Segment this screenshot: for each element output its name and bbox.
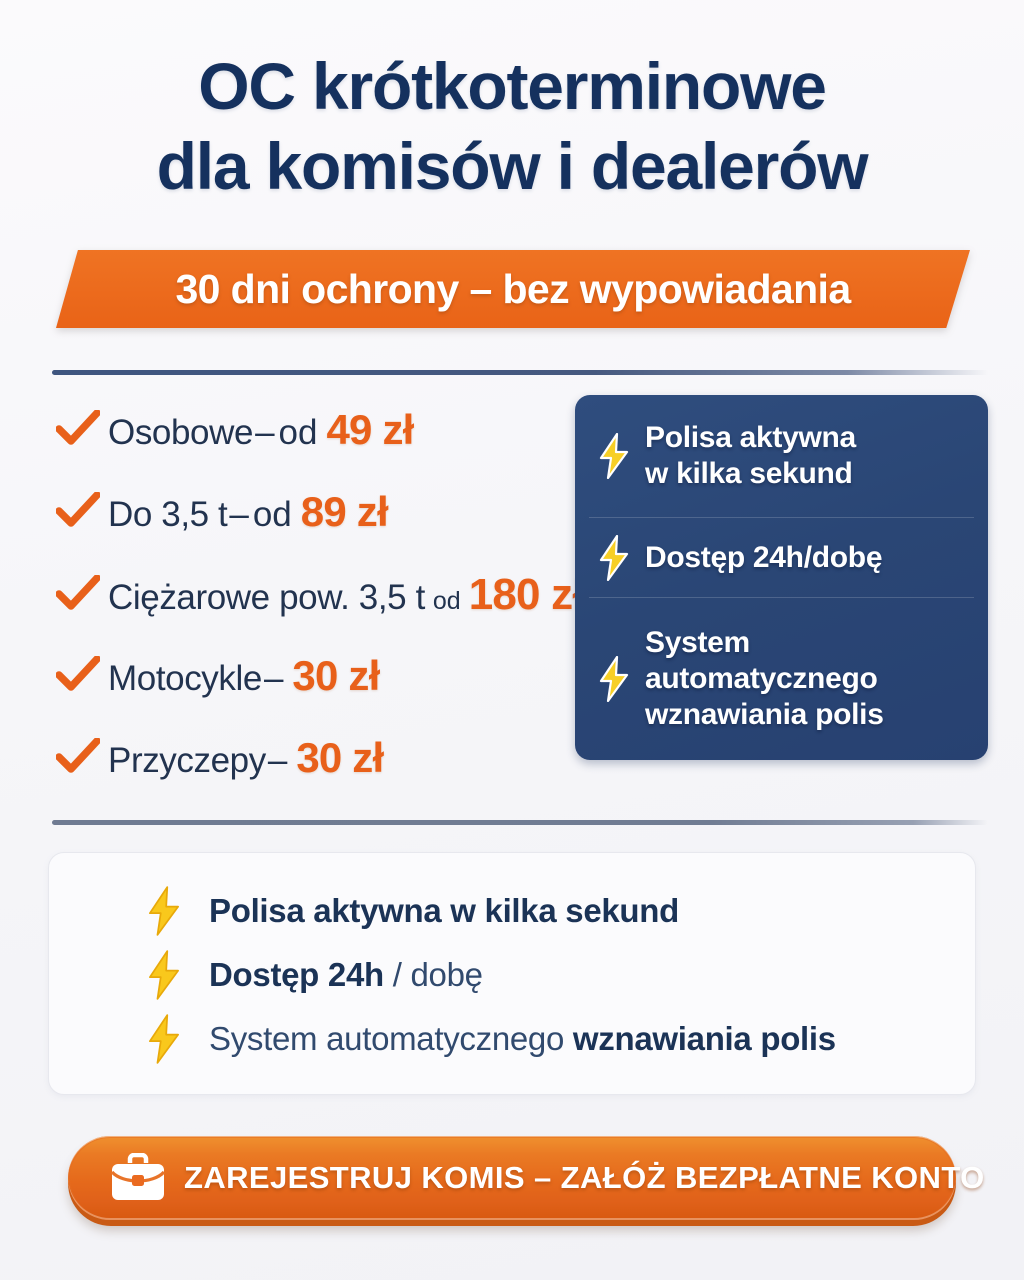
price-row: Do 3,5 t – od 89 zł: [56, 488, 566, 570]
feature-regular: System automatycznego: [209, 1020, 573, 1057]
price-row: Motocykle – 30 zł: [56, 652, 566, 734]
price-separator: –: [229, 495, 249, 534]
lightning-bolt-icon: [591, 656, 637, 702]
benefit-item: System automatycznego wznawiania polis: [589, 597, 974, 760]
price-value: 30 zł: [292, 652, 380, 699]
feature-item: System automatycznego wznawiania polis: [145, 1007, 975, 1071]
price-separator: –: [263, 659, 284, 698]
benefit-text: Dostęp 24h/dobę: [645, 540, 883, 576]
benefit-item: Dostęp 24h/dobę: [589, 517, 974, 597]
promo-ribbon-shape: 30 dni ochrony – bez wypowiadania: [56, 250, 970, 328]
price-label: Motocykle: [108, 659, 262, 698]
benefit-text: System automatycznego wznawiania polis: [645, 625, 884, 733]
price-label: Przyczepy: [108, 741, 266, 780]
price-od: od: [432, 587, 461, 615]
page-title: OC krótkoterminowe dla komisów i dealeró…: [0, 48, 1024, 206]
feature-regular: / dobę: [383, 956, 483, 993]
benefit-item: Polisa aktywna w kilka sekund: [589, 395, 974, 517]
price-value: 30 zł: [296, 734, 384, 781]
price-separator: –: [255, 413, 275, 452]
feature-text: Dostęp 24h / dobę: [209, 956, 483, 994]
check-icon: [56, 575, 100, 611]
price-value: 180 zł: [468, 570, 585, 619]
price-value: 49 zł: [326, 406, 414, 453]
feature-item: Dostęp 24h / dobę: [145, 943, 975, 1007]
check-icon: [56, 656, 100, 692]
price-od: od: [278, 413, 318, 452]
check-icon: [56, 492, 100, 528]
price-label: Do 3,5 t: [108, 495, 228, 534]
divider-bottom: [52, 820, 988, 825]
lightning-bolt-icon: [145, 886, 197, 936]
headline-line-2: dla komisów i dealerów: [156, 128, 869, 203]
price-row: Osobowe – od 49 zł: [56, 406, 566, 488]
benefit-line-1: System: [645, 626, 750, 659]
feature-text: Polisa aktywna w kilka sekund: [209, 892, 679, 930]
lightning-bolt-icon: [591, 433, 637, 479]
benefit-text: Polisa aktywna w kilka sekund: [645, 420, 856, 492]
price-list: Osobowe – od 49 zł Do 3,5 t – od 89 zł C…: [56, 406, 585, 816]
price-label: Ciężarowe pow. 3,5 t: [108, 578, 425, 617]
feature-text: System automatycznego wznawiania polis: [209, 1020, 836, 1058]
feature-item: Polisa aktywna w kilka sekund: [145, 879, 975, 943]
promo-ribbon: 30 dni ochrony – bez wypowiadania: [56, 250, 970, 328]
price-label: Osobowe: [108, 413, 254, 452]
divider-top: [52, 370, 988, 375]
benefit-line-1: Dostęp 24h/dobę: [645, 540, 883, 574]
benefit-line-2: automatycznego: [645, 662, 878, 695]
price-separator: –: [267, 741, 288, 780]
price-od: od: [252, 495, 292, 534]
lightning-bolt-icon: [145, 1014, 197, 1064]
lightning-bolt-icon: [145, 950, 197, 1000]
feature-bold: Dostęp 24h: [209, 956, 384, 993]
features-card: Polisa aktywna w kilka sekund Dostęp 24h…: [48, 852, 976, 1095]
benefits-panel: Polisa aktywna w kilka sekund Dostęp 24h…: [575, 395, 988, 760]
register-cta-button[interactable]: ZAREJESTRUJ KOMIS – ZAŁÓŻ BEZPŁATNE KONT…: [68, 1136, 984, 1220]
price-row: Ciężarowe pow. 3,5 t od 180 zł: [56, 570, 585, 652]
promo-ribbon-label: 30 dni ochrony – bez wypowiadania: [175, 265, 851, 312]
cta-label: ZAREJESTRUJ KOMIS – ZAŁÓŻ BEZPŁATNE KONT…: [184, 1160, 985, 1195]
briefcase-icon: [106, 1153, 170, 1203]
lightning-bolt-icon: [591, 534, 637, 581]
headline-line-1: OC krótkoterminowe: [198, 49, 827, 123]
benefit-line-3: wznawiania polis: [645, 698, 884, 731]
feature-bold: Polisa aktywna w kilka sekund: [209, 892, 680, 929]
price-value: 89 zł: [300, 488, 389, 535]
benefit-line-1: Polisa aktywna: [645, 421, 856, 454]
feature-bold: wznawiania polis: [572, 1020, 836, 1057]
price-row: Przyczepy – 30 zł: [56, 734, 566, 816]
check-icon: [56, 738, 100, 774]
check-icon: [56, 410, 100, 446]
benefit-line-2: w kilka sekund: [645, 457, 853, 490]
